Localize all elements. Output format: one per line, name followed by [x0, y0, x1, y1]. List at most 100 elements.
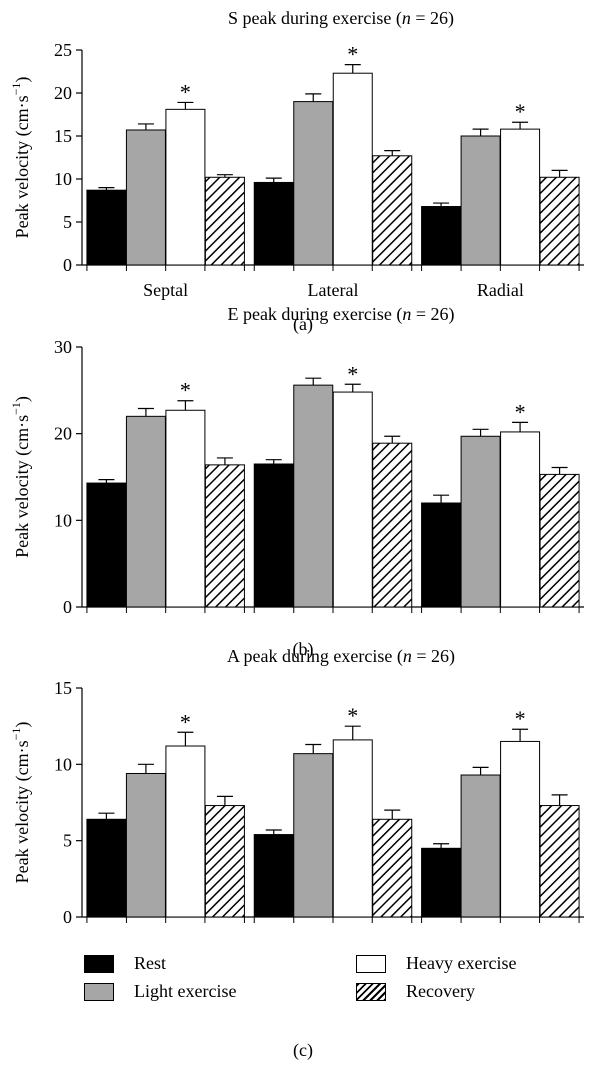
- chart-title-n-b: n: [402, 304, 411, 324]
- significance-mark-c-2: *: [515, 706, 526, 731]
- y-tick-label-a-15: 15: [54, 126, 72, 146]
- y-tick-label-b-0: 0: [63, 597, 72, 617]
- y-axis-label-close-c: ): [12, 722, 33, 728]
- significance-mark-b-2: *: [515, 399, 526, 424]
- significance-mark-a-2: *: [515, 99, 526, 124]
- significance-mark-a-0: *: [180, 79, 191, 104]
- y-axis-label-text-c: Peak velocity (cm·s: [12, 740, 33, 883]
- bar-rest-a-2: [421, 206, 462, 266]
- significance-mark-b-0: *: [180, 378, 191, 403]
- bar-recovery-a-0: [204, 176, 245, 266]
- bar-light-a-2: [460, 135, 501, 266]
- bar-heavy-a-1: [332, 72, 373, 266]
- y-tick-label-a-20: 20: [54, 83, 72, 103]
- bar-rest-b-1: [253, 463, 294, 608]
- y-tick-label-c-5: 5: [63, 831, 72, 851]
- legend-label-light: Light exercise: [134, 981, 237, 1001]
- legend-item-heavy: Heavy exercise: [356, 953, 516, 974]
- legend-label-rest: Rest: [134, 953, 167, 973]
- legend: Rest Light exercise Heavy exercise Recov…: [0, 945, 606, 1045]
- bar-heavy-c-2: [500, 740, 541, 918]
- legend-swatch-light: [84, 982, 114, 1001]
- y-tick-label-c-10: 10: [54, 754, 72, 774]
- significance-mark-b-1: *: [347, 361, 358, 386]
- legend-item-rest: Rest: [84, 953, 166, 974]
- y-tick-label-b-30: 30: [54, 337, 72, 357]
- bar-light-c-1: [293, 753, 334, 918]
- chart-title-text-b: E peak during exercise (: [227, 304, 402, 325]
- bar-light-c-2: [460, 774, 501, 918]
- bar-rest-c-1: [253, 834, 294, 918]
- bar-recovery-c-0: [204, 805, 245, 918]
- bar-heavy-a-2: [500, 128, 541, 266]
- panel-label-a: (a): [293, 314, 313, 335]
- significance-mark-a-1: *: [347, 42, 358, 67]
- y-axis-label-b: Peak velocity (cm·s−1): [9, 396, 33, 558]
- bar-light-b-2: [460, 435, 501, 608]
- category-label-a-0: Septal: [143, 280, 188, 300]
- y-axis-label-close-b: ): [12, 396, 33, 402]
- y-tick-label-a-10: 10: [54, 169, 72, 189]
- chart-title-count-a: = 26): [411, 8, 454, 29]
- chart-title-text-a: S peak during exercise (: [228, 8, 402, 29]
- chart-title-a: S peak during exercise (n = 26): [228, 8, 454, 29]
- bar-heavy-c-1: [332, 739, 373, 918]
- bar-rest-c-2: [421, 847, 462, 918]
- legend-item-light: Light exercise: [84, 981, 236, 1002]
- panel-label-b: (b): [293, 639, 314, 660]
- bar-light-a-1: [293, 101, 334, 266]
- chart-title-n-c: n: [403, 646, 412, 666]
- y-tick-label-b-10: 10: [54, 510, 72, 530]
- y-axis-label-text-b: Peak velocity (cm·s: [12, 415, 33, 558]
- chart-title-count-b: = 26): [411, 304, 454, 325]
- legend-swatch-rest: [84, 954, 114, 973]
- bar-recovery-b-2: [539, 473, 580, 608]
- y-tick-label-b-20: 20: [54, 424, 72, 444]
- bar-rest-b-0: [86, 482, 127, 608]
- significance-mark-c-0: *: [180, 709, 191, 734]
- y-tick-label-a-5: 5: [63, 212, 72, 232]
- chart-title-count-c: = 26): [412, 646, 455, 667]
- y-tick-label-a-25: 25: [54, 40, 72, 60]
- legend-item-recovery: Recovery: [356, 981, 475, 1002]
- bar-heavy-c-0: [165, 745, 206, 918]
- y-axis-label-sup-b: −1: [9, 402, 23, 415]
- legend-swatch-recovery: [356, 982, 386, 1001]
- chart-title-n-a: n: [402, 8, 411, 28]
- bar-heavy-b-2: [500, 431, 541, 608]
- y-axis-label-sup-a: −1: [9, 83, 23, 96]
- y-tick-label-a-0: 0: [63, 255, 72, 275]
- chart-title-c: A peak during exercise (n = 26): [227, 646, 455, 667]
- y-axis-label-c: Peak velocity (cm·s−1): [9, 722, 33, 884]
- bar-recovery-c-2: [539, 805, 580, 918]
- bar-rest-a-1: [253, 181, 294, 266]
- bar-charts-svg: S peak during exercise (n = 26)Peak velo…: [9, 8, 584, 927]
- bar-recovery-b-1: [372, 442, 413, 608]
- bar-heavy-b-0: [165, 409, 206, 608]
- y-axis-label-close-a: ): [12, 77, 33, 83]
- bar-light-c-0: [125, 772, 166, 918]
- panel-label-c: (c): [293, 1040, 313, 1060]
- bar-recovery-b-0: [204, 464, 245, 608]
- y-axis-label-sup-c: −1: [9, 728, 23, 741]
- legend-label-heavy: Heavy exercise: [406, 953, 517, 973]
- significance-mark-c-1: *: [347, 703, 358, 728]
- bar-rest-c-0: [86, 818, 127, 918]
- legend-swatch-heavy: [356, 954, 386, 973]
- bar-rest-a-0: [86, 189, 127, 266]
- y-axis-label-text-a: Peak velocity (cm·s: [12, 95, 33, 238]
- bar-light-b-0: [125, 415, 166, 608]
- bar-light-a-0: [125, 129, 166, 266]
- bar-recovery-a-1: [372, 155, 413, 266]
- y-tick-label-c-15: 15: [54, 678, 72, 698]
- category-label-a-2: Radial: [477, 280, 524, 300]
- bar-rest-b-2: [421, 502, 462, 608]
- chart-title-text-c: A peak during exercise (: [227, 646, 403, 667]
- bar-heavy-b-1: [332, 391, 373, 608]
- y-tick-label-c-0: 0: [63, 907, 72, 927]
- chart-title-b: E peak during exercise (n = 26): [227, 304, 454, 325]
- y-axis-label-a: Peak velocity (cm·s−1): [9, 77, 33, 239]
- bar-heavy-a-0: [165, 108, 206, 266]
- category-label-a-1: Lateral: [308, 280, 359, 300]
